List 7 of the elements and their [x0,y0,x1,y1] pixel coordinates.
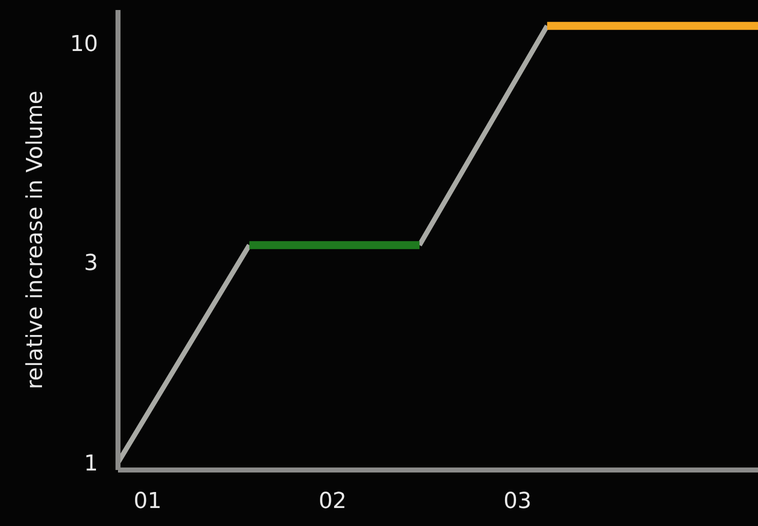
y-tick-label: 10 [70,32,98,57]
x-tick-label: 02 [318,489,347,514]
x-tick-label: 01 [134,489,162,514]
y-tick-label: 1 [84,451,98,476]
x-tick-label: 03 [504,489,532,514]
y-axis-title: relative increase in Volume [23,90,48,390]
y-tick-label: 3 [84,251,98,276]
